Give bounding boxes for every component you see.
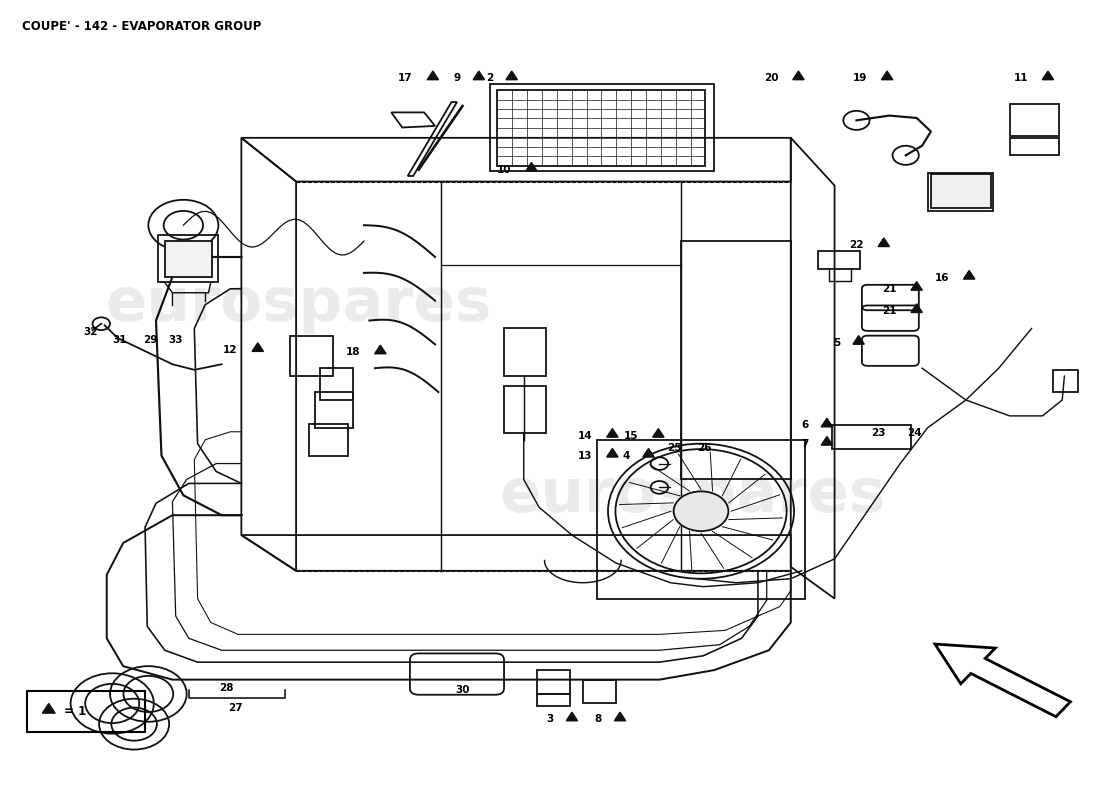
Polygon shape [566,712,578,721]
Bar [597,440,805,598]
Text: 20: 20 [763,74,779,83]
Polygon shape [526,162,537,171]
Bar [490,84,714,171]
Polygon shape [427,71,439,80]
Text: 28: 28 [219,682,233,693]
Bar [1010,138,1059,155]
Bar [504,386,546,434]
Polygon shape [615,712,626,721]
Polygon shape [881,71,893,80]
Text: 17: 17 [398,74,412,83]
Bar [497,90,705,166]
Text: 18: 18 [345,347,360,358]
Polygon shape [607,429,618,437]
Bar [158,234,219,282]
Text: 24: 24 [908,428,922,438]
Bar [931,174,991,208]
Text: 19: 19 [852,74,867,83]
Text: 27: 27 [229,703,243,714]
Text: 6: 6 [802,421,808,430]
Polygon shape [822,437,833,445]
Text: 4: 4 [623,450,630,461]
Bar [315,392,353,428]
Bar [289,337,333,376]
Text: 31: 31 [112,335,128,346]
Polygon shape [1043,71,1054,80]
Polygon shape [935,644,1070,717]
Text: 8: 8 [594,714,602,724]
Polygon shape [252,342,264,351]
Text: eurospares: eurospares [499,466,886,525]
Text: 13: 13 [578,450,592,461]
Text: 15: 15 [624,430,638,441]
Polygon shape [852,336,865,344]
Text: 3: 3 [547,714,553,724]
Polygon shape [878,238,890,246]
Bar [681,241,791,479]
Text: eurospares: eurospares [106,275,492,334]
Text: 9: 9 [453,74,461,83]
Text: 26: 26 [697,442,712,453]
Polygon shape [652,429,664,437]
Bar [26,690,145,732]
Text: 22: 22 [849,240,864,250]
Text: 30: 30 [455,685,470,695]
Bar [320,368,353,400]
Text: 11: 11 [1013,74,1027,83]
Text: 23: 23 [871,428,886,438]
Bar [1054,370,1078,392]
Text: 10: 10 [497,165,512,174]
Bar [583,680,616,703]
Polygon shape [793,71,804,80]
Bar [1010,105,1059,136]
Text: 32: 32 [84,327,98,338]
Polygon shape [506,71,517,80]
Bar [309,424,348,456]
Bar [537,670,570,694]
Polygon shape [42,703,55,713]
Polygon shape [473,71,485,80]
Text: 16: 16 [935,273,949,282]
Bar [504,329,546,376]
Text: 33: 33 [168,335,183,346]
Circle shape [673,491,728,531]
Polygon shape [964,270,975,279]
Bar [537,694,570,706]
Text: 7: 7 [801,438,808,449]
Polygon shape [911,282,922,290]
Bar [833,426,911,450]
Text: = 1: = 1 [59,705,86,718]
Text: 14: 14 [578,430,592,441]
Text: 5: 5 [833,338,840,348]
Text: 21: 21 [882,284,896,294]
Text: 21: 21 [882,306,896,316]
Polygon shape [911,304,922,313]
Text: 2: 2 [486,74,494,83]
Polygon shape [822,418,833,427]
Polygon shape [642,449,654,457]
Text: 12: 12 [223,345,238,355]
Text: 29: 29 [143,335,157,346]
Polygon shape [607,449,618,457]
Bar [165,241,212,277]
Bar [927,173,993,211]
Polygon shape [375,345,386,354]
Text: 25: 25 [668,442,682,453]
Bar [818,251,860,269]
Text: COUPE' - 142 - EVAPORATOR GROUP: COUPE' - 142 - EVAPORATOR GROUP [22,20,262,34]
